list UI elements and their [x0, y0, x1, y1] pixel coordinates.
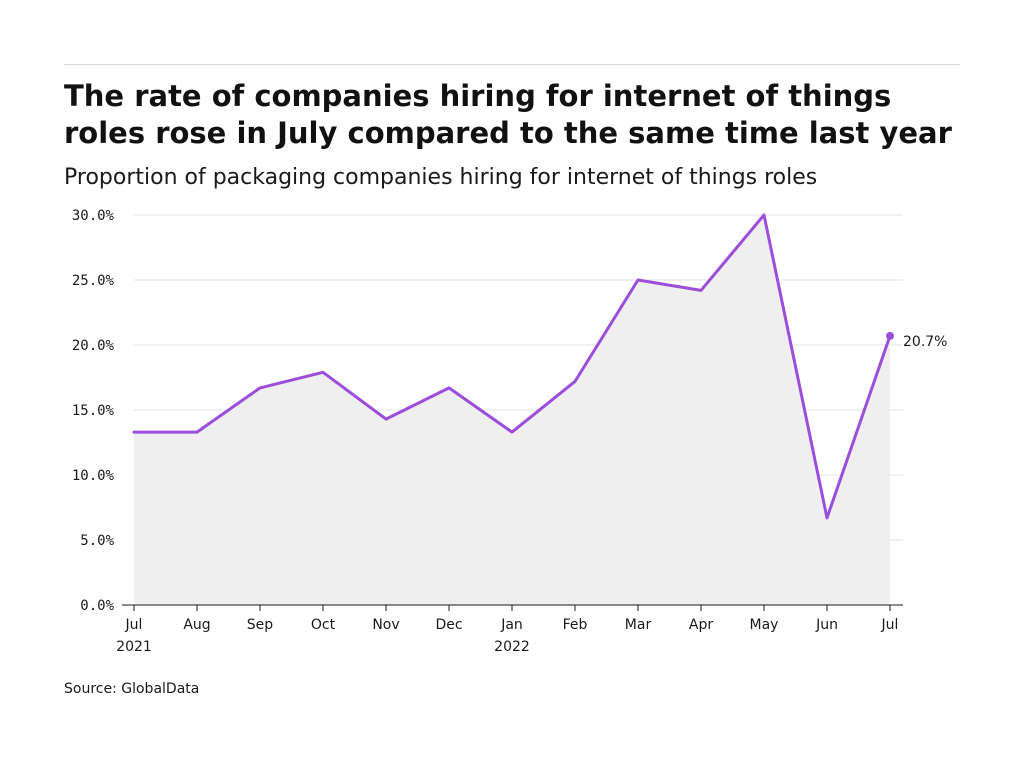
x-tick-label: Apr — [689, 617, 713, 633]
y-tick-label: 15.0% — [72, 403, 115, 419]
series-line — [132, 213, 892, 520]
line-chart: 0.0% 5.0% 10.0% 15.0% 20.0% 25.0% 30.0% Jul 2021… — [72, 208, 948, 655]
x-tick-label: Feb — [563, 617, 588, 633]
y-tick-label: 10.0% — [72, 468, 115, 484]
x-tick-label: Aug — [183, 617, 210, 633]
x-year-label: 2022 — [494, 639, 530, 655]
x-tick-label: Dec — [435, 617, 462, 633]
y-tick-label: 30.0% — [72, 208, 115, 224]
tick-labels: 0.0% 5.0% 10.0% 15.0% 20.0% 25.0% 30.0% Jul 2021… — [72, 208, 899, 655]
y-tick-label: 20.0% — [72, 338, 115, 354]
source-note: Source: GlobalData — [64, 681, 200, 697]
end-point-label: 20.7% — [903, 334, 947, 350]
chart-subtitle: Proportion of packaging companies hiring… — [64, 165, 818, 190]
y-tick-label: 5.0% — [80, 533, 114, 549]
x-tick-label: May — [750, 617, 779, 633]
axes — [122, 604, 903, 611]
y-tick-label: 0.0% — [80, 598, 114, 614]
end-point-marker — [886, 331, 894, 340]
y-tick-label: 25.0% — [72, 273, 115, 289]
x-tick-label: Oct — [311, 617, 336, 633]
chart-title: The rate of companies hiring for interne… — [64, 79, 952, 150]
x-year-label: 2021 — [116, 639, 152, 655]
x-tick-label: Sep — [247, 617, 274, 633]
x-tick-label: Jul — [881, 617, 899, 633]
x-tick-label: Jul — [125, 617, 143, 633]
x-tick-label: Nov — [372, 617, 399, 633]
series-area — [134, 215, 890, 605]
x-tick-label: Jan — [500, 617, 523, 633]
x-tick-label: Mar — [625, 617, 652, 633]
top-rule — [64, 64, 960, 65]
x-tick-label: Jun — [815, 617, 838, 633]
